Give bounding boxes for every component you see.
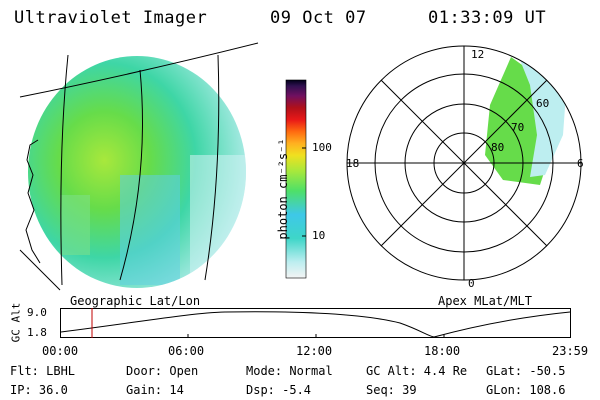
status-seq: Seq: 39 <box>366 383 417 397</box>
altitude-axis-label: GC Alt <box>9 302 23 343</box>
time-tick-3: 18:00 <box>424 344 461 358</box>
status-glat: GLat: -50.5 <box>486 364 566 378</box>
status-gain: Gain: 14 <box>126 383 184 397</box>
colorbar-unit-label: photon cm⁻²s⁻¹ <box>276 138 290 240</box>
mlat-label-70: 70 <box>511 121 525 134</box>
date-label: 09 Oct 07 <box>270 8 367 28</box>
latitude-line <box>19 42 259 98</box>
longitude-line <box>204 54 220 281</box>
colorbar-gradient <box>285 79 307 279</box>
altitude-tick-top: 9.0 <box>27 306 47 319</box>
longitude-line <box>119 69 143 281</box>
altitude-plot <box>60 308 571 338</box>
altitude-tick-bottom: 1.8 <box>27 326 47 339</box>
time-tick-1: 06:00 <box>168 344 205 358</box>
mlat-label-80: 80 <box>491 141 505 154</box>
time-tick-0: 00:00 <box>42 344 79 358</box>
status-ip: IP: 36.0 <box>10 383 68 397</box>
colorbar <box>285 79 307 279</box>
mlt-label-18: 18 <box>346 157 360 170</box>
polar-caption: Apex MLat/MLT <box>438 294 532 308</box>
status-dsp: Dsp: -5.4 <box>246 383 312 397</box>
time-tick-2: 12:00 <box>296 344 333 358</box>
status-gc-alt: GC Alt: 4.4 Re <box>366 364 468 378</box>
colorbar-tick-10: 10 <box>312 229 326 242</box>
time-label: 01:33:09 UT <box>428 8 547 28</box>
time-tick-4: 23:59 <box>552 344 589 358</box>
latitude-line <box>19 249 61 291</box>
status-mode: Mode: Normal <box>246 364 333 378</box>
longitude-line <box>60 54 69 286</box>
mlt-label-12: 12 <box>471 48 485 61</box>
status-filter: Flt: LBHL <box>10 364 76 378</box>
instrument-title: Ultraviolet Imager <box>14 8 208 28</box>
geographic-image <box>19 42 259 291</box>
polar-plot <box>346 45 582 281</box>
geo-caption: Geographic Lat/Lon <box>70 294 201 308</box>
mlt-label-0: 0 <box>468 277 475 290</box>
status-door: Door: Open <box>126 364 199 378</box>
status-glon: GLon: 108.6 <box>486 383 566 397</box>
coastline <box>25 139 41 264</box>
altitude-curve <box>60 311 571 338</box>
mlt-label-6: 6 <box>577 157 584 170</box>
mlat-label-60: 60 <box>536 97 550 110</box>
colorbar-tick-100: 100 <box>312 141 332 154</box>
